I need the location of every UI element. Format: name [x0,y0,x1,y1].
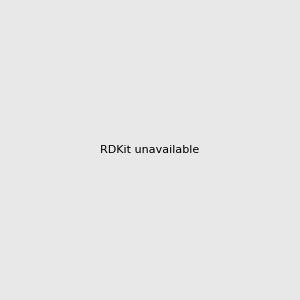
Text: RDKit unavailable: RDKit unavailable [100,145,200,155]
